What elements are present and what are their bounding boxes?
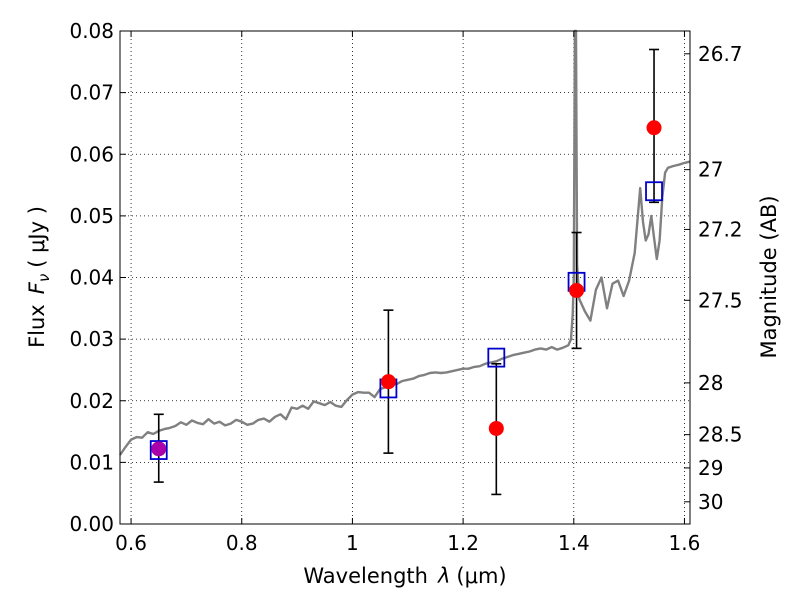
x-tick-label: 1.2 bbox=[447, 531, 479, 555]
observed-circle-marker bbox=[569, 282, 585, 298]
y2-tick-label: 29 bbox=[698, 456, 723, 480]
y-tick-label: 0.05 bbox=[69, 204, 114, 228]
x-tick-labels: 0.6 0.8 1 1.2 1.4 1.6 bbox=[115, 531, 700, 555]
observed-circle-marker bbox=[380, 374, 396, 390]
y-axis-label: FluxFν( μJy ) bbox=[25, 206, 53, 348]
model-spectrum bbox=[119, 29, 691, 456]
y-tick-label: 0.08 bbox=[69, 19, 114, 43]
observed-circle-marker bbox=[488, 420, 504, 436]
y-tick-label: 0.07 bbox=[69, 81, 114, 105]
y2-tick-label: 27.5 bbox=[698, 288, 743, 312]
y-tick-label: 0.03 bbox=[69, 327, 114, 351]
y2-tick-labels: 26.7 27 27.2 27.5 28 28.5 29 30 bbox=[698, 42, 743, 514]
y-tick-label: 0.00 bbox=[69, 512, 114, 536]
x-tick-label: 1.6 bbox=[669, 531, 701, 555]
y2-tick-label: 27.2 bbox=[698, 217, 743, 241]
y2-axis-label: Magnitude (AB) bbox=[757, 195, 781, 358]
model-square-marker bbox=[149, 440, 168, 460]
x-tick-label: 1.4 bbox=[558, 531, 590, 555]
model-square-marker bbox=[645, 181, 663, 202]
x-tick-label: 1 bbox=[346, 531, 359, 555]
x-axis-label: Wavelength λ (μm) bbox=[303, 564, 506, 588]
x-tick-label: 0.8 bbox=[226, 531, 258, 555]
spectrum-line bbox=[119, 29, 691, 456]
y2-tick-label: 26.7 bbox=[698, 42, 743, 66]
observed-circle-marker bbox=[646, 120, 662, 136]
y-tick-label: 0.04 bbox=[69, 266, 114, 290]
y-tick-labels: 0.00 0.01 0.02 0.03 0.04 0.05 0.06 0.07 0.08 bbox=[69, 19, 114, 536]
y2-tick-label: 28.5 bbox=[698, 423, 743, 447]
y-tick-label: 0.01 bbox=[69, 450, 114, 474]
y2-tick-label: 30 bbox=[698, 490, 723, 514]
observed-circle-marker bbox=[151, 441, 167, 457]
y2-tick-label: 27 bbox=[698, 158, 723, 182]
observed-photometry-markers bbox=[151, 120, 662, 457]
x-tick-label: 0.6 bbox=[115, 531, 147, 555]
y2-tick-label: 28 bbox=[698, 371, 723, 395]
model-square-marker bbox=[487, 347, 506, 368]
y-tick-label: 0.02 bbox=[69, 389, 114, 413]
axis-ticks bbox=[120, 30, 690, 525]
y-tick-label: 0.06 bbox=[69, 142, 114, 166]
